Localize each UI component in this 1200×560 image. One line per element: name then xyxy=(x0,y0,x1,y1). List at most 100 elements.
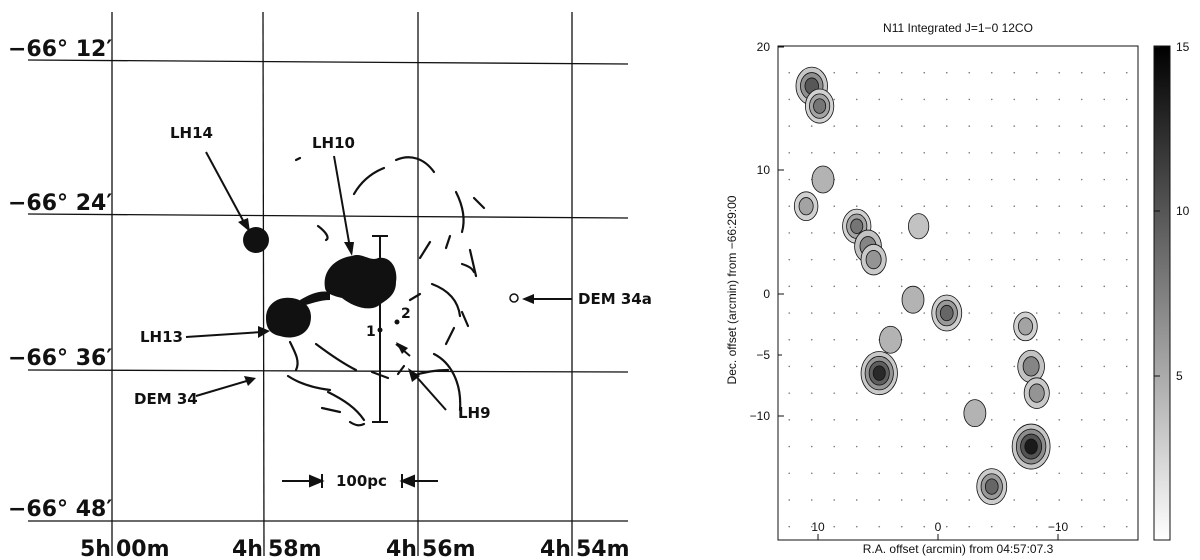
sample-dot xyxy=(900,472,903,475)
sample-dot xyxy=(923,178,926,181)
sample-dot xyxy=(923,258,926,261)
arrow-head-icon xyxy=(244,376,256,386)
sample-dot xyxy=(1013,392,1016,394)
sample-dot xyxy=(900,98,903,101)
sample-dot xyxy=(923,472,926,475)
sample-dot xyxy=(968,125,971,127)
contour-level xyxy=(1018,317,1033,336)
sample-dot xyxy=(855,152,858,154)
sample-dot xyxy=(968,71,971,74)
ra-label-4h-a: 4h xyxy=(232,537,263,560)
cloud-peak xyxy=(976,468,1008,505)
sample-dot xyxy=(1125,419,1128,421)
sample-dot xyxy=(1013,365,1016,368)
sample-dot xyxy=(1125,152,1128,154)
sample-dot xyxy=(855,98,858,101)
sample-dot xyxy=(878,125,881,127)
sample-dot xyxy=(833,232,836,234)
sample-dot xyxy=(945,98,948,101)
sample-dot xyxy=(968,365,971,368)
sample-dot xyxy=(900,71,903,74)
coordinate-grid xyxy=(27,11,629,557)
axis-ticks xyxy=(778,46,1059,540)
sample-dot xyxy=(855,125,858,127)
sample-dot xyxy=(788,472,791,475)
sample-dot xyxy=(788,178,791,181)
sample-dot xyxy=(878,178,881,181)
sample-dot xyxy=(1103,499,1106,501)
sample-dot xyxy=(923,392,926,394)
sample-dot xyxy=(990,445,993,448)
sample-dot xyxy=(855,525,858,528)
right-map: N11 Integrated J=1−0 12CO 20 10 0 −5 −10… xyxy=(725,21,1190,556)
sample-dot xyxy=(833,152,836,154)
colorbar xyxy=(1153,45,1171,541)
x-tick-0: 0 xyxy=(935,520,942,534)
arrow-head-icon xyxy=(258,326,270,338)
sample-dot xyxy=(900,125,903,127)
sample-dot xyxy=(1103,525,1106,528)
sample-dot xyxy=(1035,98,1038,101)
sample-dot xyxy=(968,285,971,288)
arrow-icon xyxy=(205,151,247,227)
colorbar-ticks xyxy=(1154,46,1160,377)
sample-dot xyxy=(855,71,858,74)
sample-dot xyxy=(1035,338,1038,341)
sample-dot xyxy=(1125,525,1128,528)
sample-dot xyxy=(923,205,926,208)
sample-dot xyxy=(810,285,813,288)
sample-dot xyxy=(855,499,858,501)
sample-dot xyxy=(900,205,903,208)
sample-dot xyxy=(878,285,881,288)
sample-dot xyxy=(810,525,813,528)
sample-dot xyxy=(1013,499,1016,501)
sample-dot xyxy=(855,419,858,421)
sample-dot xyxy=(1080,71,1083,74)
sample-dot xyxy=(810,338,813,341)
sample-dot xyxy=(878,499,881,501)
label-lh10: LH10 xyxy=(312,134,355,152)
sample-dot xyxy=(788,232,791,234)
sample-dot xyxy=(1080,258,1083,261)
sample-dot xyxy=(900,419,903,421)
sample-dot xyxy=(900,258,903,261)
sample-dot xyxy=(968,445,971,448)
ra-label-00m: 00m xyxy=(116,537,170,560)
sample-dot xyxy=(990,71,993,74)
sample-dot xyxy=(900,365,903,368)
sample-dot xyxy=(1058,445,1061,448)
ra-label-56m: 56m xyxy=(422,537,476,560)
ra-label-4h-b: 4h xyxy=(386,537,417,560)
contour-level xyxy=(850,218,864,234)
sample-dot xyxy=(1035,312,1038,314)
y-axis-label: Dec. offset (arcmin) from −66:29:00 xyxy=(725,195,739,384)
sample-dot xyxy=(878,445,881,448)
sample-dot xyxy=(833,258,836,261)
sample-dot xyxy=(923,98,926,101)
sample-dot xyxy=(1125,258,1128,261)
sample-dot xyxy=(878,205,881,208)
sample-dot xyxy=(810,125,813,127)
sample-dot xyxy=(788,285,791,288)
sample-dot xyxy=(945,392,948,394)
sample-dot xyxy=(1035,499,1038,501)
sample-dot xyxy=(855,178,858,181)
arrow-icon xyxy=(195,379,251,397)
sample-dot xyxy=(968,338,971,341)
y-tick-20: 20 xyxy=(757,40,771,54)
sample-dot xyxy=(1058,338,1061,341)
arrow-head-icon xyxy=(522,294,534,304)
sample-dot xyxy=(810,258,813,261)
contour-level xyxy=(811,165,835,194)
sample-dot xyxy=(1103,205,1106,208)
cloud-peak xyxy=(1011,423,1051,470)
cloud-peak xyxy=(1013,311,1038,342)
cloud-peak xyxy=(811,165,835,194)
sample-dot xyxy=(1125,232,1128,234)
sample-dot xyxy=(1058,419,1061,421)
sample-dot xyxy=(1125,312,1128,314)
sample-dot xyxy=(1035,258,1038,261)
sample-dot xyxy=(788,419,791,421)
sample-dot xyxy=(900,392,903,394)
sample-dot xyxy=(855,205,858,208)
